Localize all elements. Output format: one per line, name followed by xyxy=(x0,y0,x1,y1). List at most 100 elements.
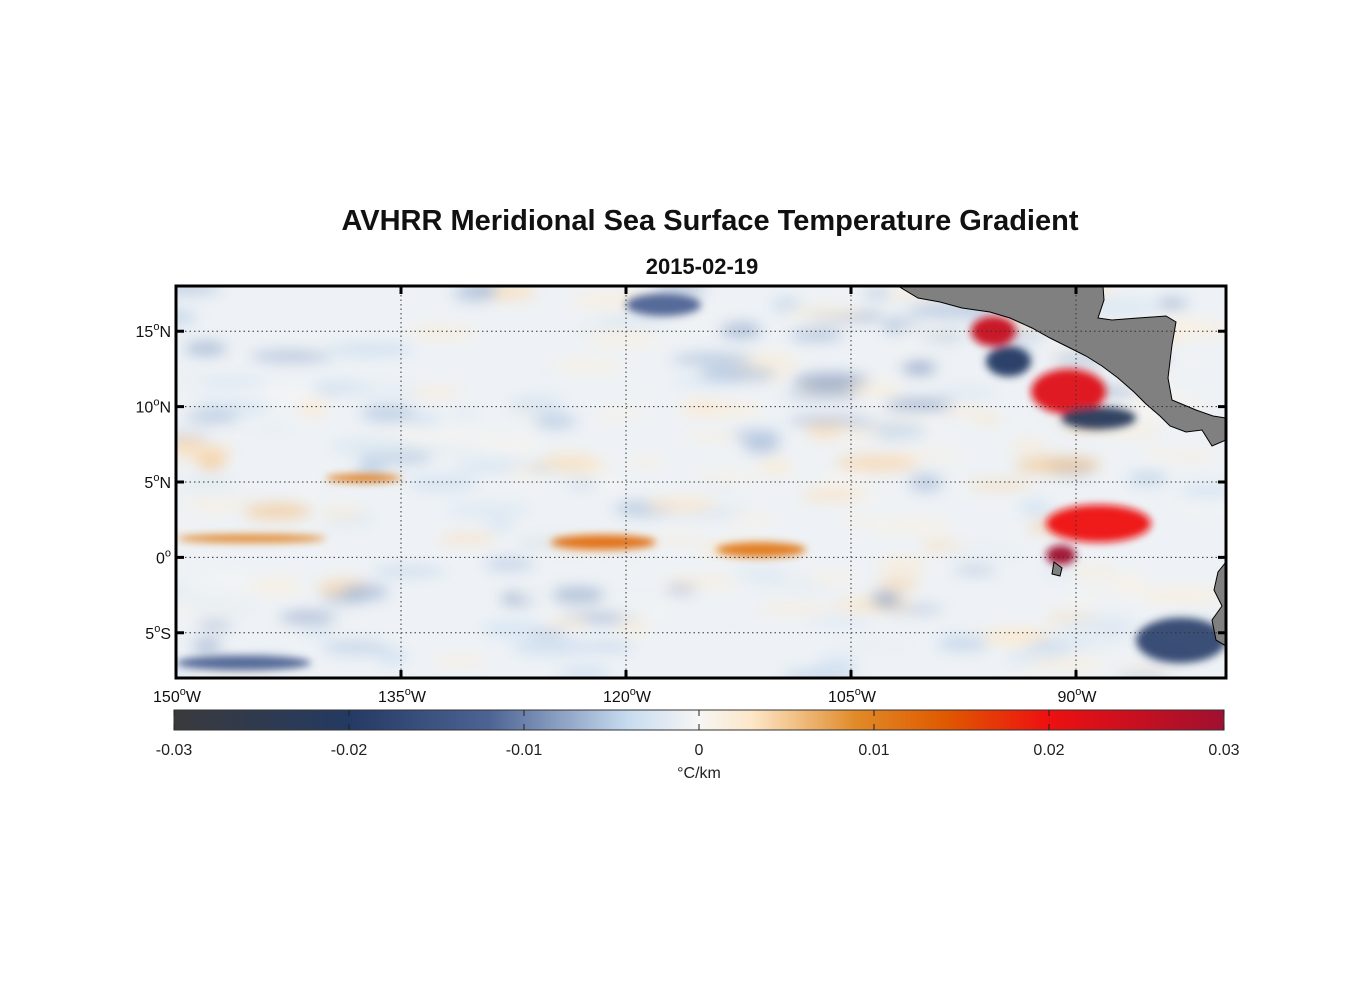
field-patch xyxy=(615,606,675,620)
field-patch xyxy=(340,585,389,600)
field-patch xyxy=(629,457,664,466)
field-patch xyxy=(870,592,902,607)
field-patch xyxy=(511,639,593,655)
field-patch xyxy=(255,387,324,401)
field-patch xyxy=(896,387,931,394)
field-patch xyxy=(547,617,589,628)
lon-tick-label: 120oW xyxy=(603,686,652,706)
field-patch xyxy=(410,388,463,398)
field-patch xyxy=(648,536,706,543)
field-patch xyxy=(1171,497,1226,516)
field-patch xyxy=(604,592,667,608)
field-patch xyxy=(817,655,858,673)
field-patch xyxy=(551,359,622,373)
field-patch xyxy=(203,503,232,515)
colorbar-tick-label: 0 xyxy=(695,742,704,759)
sst-gradient-field xyxy=(176,286,1226,678)
field-patch xyxy=(450,409,479,417)
warm-gradient-front xyxy=(716,542,806,558)
warm-gradient-front xyxy=(1046,504,1151,543)
field-patch xyxy=(319,507,365,519)
field-patch xyxy=(932,385,999,401)
field-patch xyxy=(192,639,223,653)
field-patch xyxy=(719,322,763,339)
field-patch xyxy=(863,289,892,298)
field-patch xyxy=(534,414,577,429)
field-patch xyxy=(551,587,606,603)
field-patch xyxy=(973,414,1004,423)
field-patch xyxy=(1141,449,1182,459)
field-patch xyxy=(789,330,845,341)
field-patch xyxy=(815,473,870,488)
field-patch xyxy=(654,286,708,294)
field-patch xyxy=(1171,452,1216,461)
lat-tick-label: 0o xyxy=(156,547,171,567)
warm-gradient-front xyxy=(176,534,326,543)
field-patch xyxy=(517,592,551,602)
warm-gradient-front xyxy=(1046,545,1076,565)
field-patch xyxy=(452,286,497,302)
field-patch xyxy=(378,427,433,435)
field-patch xyxy=(1117,665,1176,672)
field-patch xyxy=(781,306,863,318)
galapagos-islands xyxy=(1051,561,1063,577)
field-patch xyxy=(878,557,926,575)
lat-tick-label: 5oS xyxy=(145,623,171,643)
field-patch xyxy=(360,404,416,423)
field-patch xyxy=(841,514,873,525)
field-patch xyxy=(1066,566,1121,578)
colorbar-tick-label: 0.03 xyxy=(1208,742,1239,759)
field-patch xyxy=(665,585,697,593)
colorbar-tick-label: 0.01 xyxy=(858,742,889,759)
field-patch xyxy=(176,671,198,678)
field-patch xyxy=(199,569,261,577)
field-patch xyxy=(586,330,658,347)
field-patch xyxy=(376,647,408,665)
colorbar-tick-label: -0.02 xyxy=(331,742,368,759)
cold-gradient-front xyxy=(986,346,1031,377)
field-patch xyxy=(759,604,832,613)
field-patch xyxy=(941,545,1024,562)
field-patch xyxy=(743,436,780,454)
field-patch xyxy=(1014,456,1102,473)
warm-gradient-front xyxy=(551,534,656,550)
field-patch xyxy=(485,520,515,530)
field-patch xyxy=(179,579,252,596)
field-patch xyxy=(1155,299,1189,309)
field-patch xyxy=(1077,587,1155,594)
field-patch xyxy=(868,518,955,534)
colorbar-label: °C/km xyxy=(677,765,721,782)
field-patch xyxy=(897,321,967,338)
warm-gradient-front xyxy=(971,316,1016,347)
cold-gradient-front xyxy=(1061,406,1136,430)
field-patch xyxy=(876,579,920,590)
field-patch xyxy=(1027,657,1108,670)
field-patch xyxy=(339,441,422,456)
colorbar-tick-label: -0.01 xyxy=(506,742,543,759)
field-patch xyxy=(407,326,477,339)
field-patch xyxy=(808,617,872,626)
field-patch xyxy=(700,613,767,620)
field-patch xyxy=(698,366,776,381)
lon-tick-label: 150oW xyxy=(153,686,202,706)
map-ticks: 15oN 10oN 5oN 0o 5oS 150oW 135oW 120oW 105oW 90oW xyxy=(136,286,1226,706)
field-patch xyxy=(454,461,526,471)
field-patch xyxy=(908,474,944,492)
warm-gradient-front xyxy=(1031,368,1106,415)
field-patch xyxy=(475,436,542,450)
field-patch xyxy=(296,484,326,497)
field-patch xyxy=(884,398,954,411)
field-patch xyxy=(182,489,270,501)
field-patch xyxy=(509,395,565,414)
colorbar-tick-label: 0.02 xyxy=(1033,742,1064,759)
field-patch xyxy=(298,400,329,417)
lat-tick-label: 10oN xyxy=(136,397,171,417)
warm-gradient-front xyxy=(326,474,401,483)
field-patch xyxy=(446,503,531,517)
field-patch xyxy=(583,642,634,652)
field-patch xyxy=(714,402,762,417)
field-patch xyxy=(250,350,333,362)
field-patch xyxy=(256,577,302,595)
field-patch xyxy=(1178,483,1226,500)
field-patch xyxy=(406,476,479,491)
